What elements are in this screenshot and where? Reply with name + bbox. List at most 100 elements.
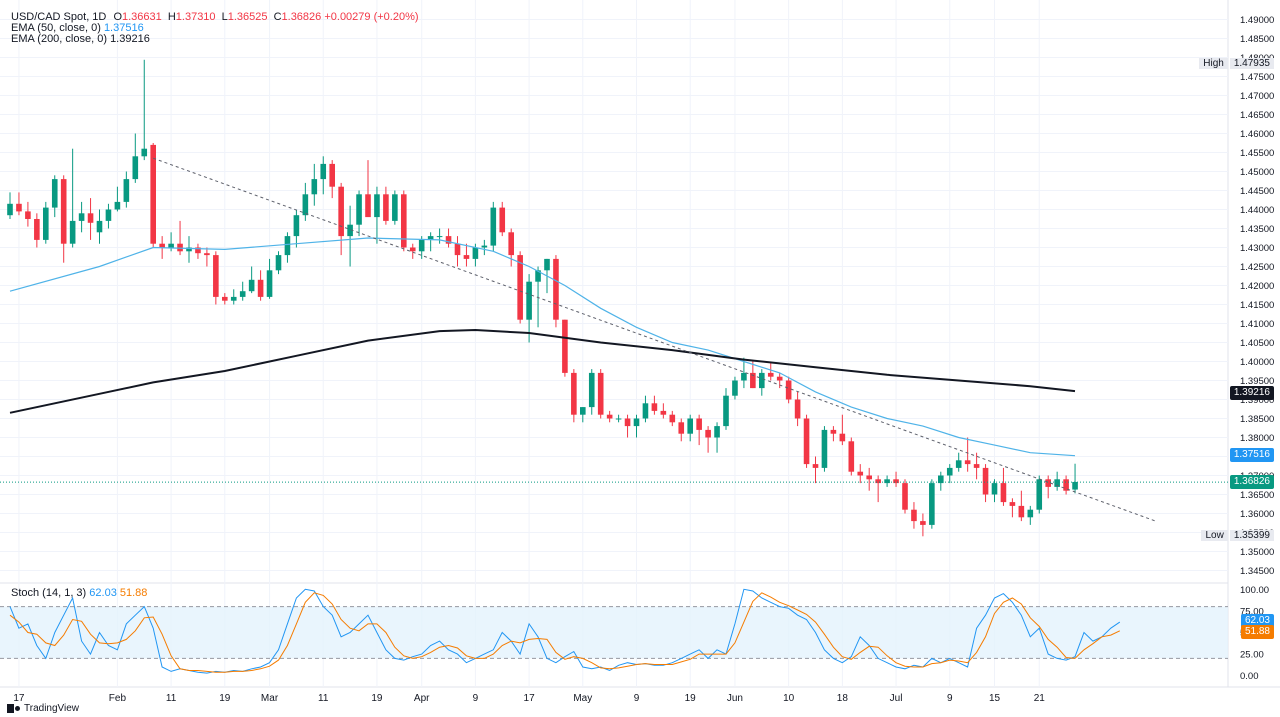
candle-body [195,247,201,254]
candle-body [293,215,300,237]
candle [687,414,693,442]
candle [920,513,926,537]
candle [213,251,219,305]
candle [633,414,640,438]
price-tick-label: 1.38500 [1240,414,1274,425]
low-tag-label: Low [1201,530,1228,541]
candle-body [562,319,568,373]
candle-body [365,194,371,218]
candle [508,228,514,267]
candle-body [767,372,774,377]
candle [955,452,962,472]
ema200-legend: EMA (200, close, 0) 1.39216 [11,33,150,45]
price-tick-label: 1.39500 [1240,376,1274,387]
candle-body [356,194,362,225]
candle-body [302,194,309,216]
low-tag-value: 1.35399 [1229,530,1274,541]
candle-body [1000,483,1007,503]
open-label: O [113,11,122,23]
candle [991,479,998,503]
candle [1018,490,1025,522]
candle-body [499,207,506,233]
high-label: H [167,11,176,23]
candle [284,232,291,263]
candle [642,395,649,423]
candle [866,467,872,491]
candle-body [168,243,174,248]
candle [60,175,67,263]
candle [1000,467,1007,506]
time-tick-label: 11 [166,693,177,704]
candle [812,456,819,484]
close-label: C [273,11,282,23]
high-tag-label: High [1199,58,1228,69]
candle-body [1036,479,1043,510]
candle [239,281,246,301]
candle-body [553,258,559,320]
symbol-legend: USD/CAD Spot, 1D O1.36631 H1.37310 L1.36… [11,11,419,23]
candle-body [723,395,729,427]
time-tick-label: Jun [727,693,743,704]
candle-body [732,380,738,396]
candle [580,407,586,423]
candle [678,418,685,442]
candle-body [946,467,953,476]
candle [275,251,282,275]
candle [875,475,881,503]
time-tick-label: Feb [109,693,127,704]
candle-body [1009,502,1016,506]
low-value: 1.36525 [227,11,268,23]
candle-body [1063,479,1069,491]
candle [669,410,676,427]
candle-body [982,467,989,495]
candle-body [159,243,165,248]
candle-body [642,403,649,419]
candle-body [803,418,810,465]
candle-body [87,213,94,223]
candle-body [1072,481,1078,490]
candle [732,376,738,400]
candle [714,422,720,453]
candle [535,266,541,328]
stoch-label: Stoch (14, 1, 3) [11,587,87,599]
candle-body [248,279,255,292]
time-tick-label: 19 [685,693,697,704]
ema50-value: 1.37516 [103,22,144,34]
candle-body [463,255,470,259]
candle-body [284,236,291,256]
candle [204,247,210,267]
price-tick-label: 1.36500 [1240,490,1274,501]
candle [481,239,488,256]
candle-body [687,418,693,434]
candle-body [230,296,237,301]
candles [7,59,1078,537]
candle-body [875,479,881,484]
candle-body [1027,509,1034,518]
candle [1027,505,1034,525]
candle [884,475,890,487]
candle-body [16,203,22,212]
candle [597,369,604,419]
candle-body [347,224,353,237]
stoch-tick-label: 25.00 [1240,650,1264,661]
candle [606,410,613,423]
candle [571,369,577,423]
candle [651,395,658,415]
price-tick-label: 1.35000 [1240,547,1274,558]
price-tick-label: 1.45000 [1240,167,1274,178]
candle-body [535,270,541,282]
candle [562,319,568,377]
price-tick-label: 1.40500 [1240,338,1274,349]
open-value: 1.36631 [122,11,162,23]
candle-body [132,156,139,180]
candle [195,243,201,259]
price-tick-label: 1.45500 [1240,148,1274,159]
candle [1036,475,1043,514]
candle [741,357,747,389]
candle-body [329,163,335,187]
time-tick-label: 21 [1034,693,1046,704]
candle [803,414,810,468]
candle [1072,463,1078,494]
candle-body [374,194,380,218]
